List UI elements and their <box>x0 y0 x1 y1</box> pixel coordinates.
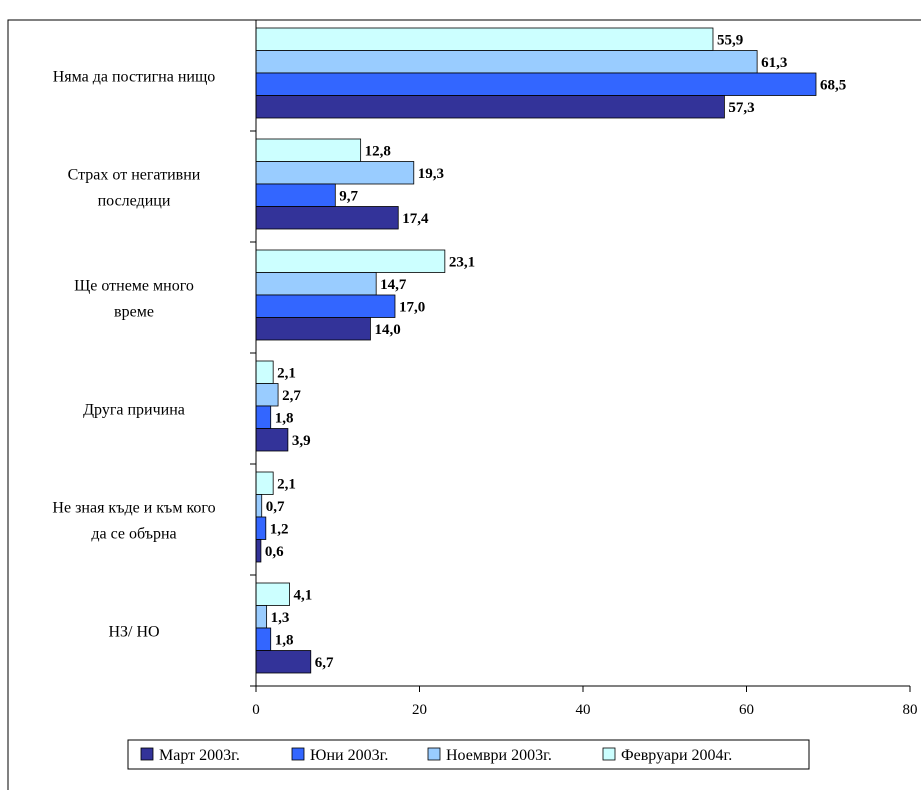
bar-2-series-3 <box>255 183 336 207</box>
bar-1-series-2 <box>255 50 758 74</box>
value-label: 17,4 <box>402 211 429 227</box>
bars-layer <box>255 27 817 674</box>
legend-swatch-4 <box>602 747 616 761</box>
legend-swatch-1 <box>140 747 154 761</box>
legend: Март 2003г. Юни 2003г. Ноември 2003г. Февру… <box>127 739 810 770</box>
value-labels-layer: 55,9 61,3 68,5 57,3 12,8 19,3 9,7 17,4 23,1 14,7 1… <box>265 32 846 671</box>
bar-4-series-1 <box>255 360 274 384</box>
axes-layer: 0 20 40 60 80 <box>250 19 918 718</box>
x-tick-label: 60 <box>739 702 754 718</box>
category-labels-layer: Няма да постигна нищо Страх от негативни п… <box>52 69 215 641</box>
x-tick-label: 0 <box>252 702 260 718</box>
value-label: 0,6 <box>265 544 284 560</box>
value-label: 2,1 <box>277 476 296 492</box>
value-label: 14,0 <box>374 322 400 338</box>
value-label: 2,1 <box>277 365 296 381</box>
legend-swatch-2 <box>291 747 305 761</box>
value-label: 9,7 <box>339 188 358 204</box>
bar-2-series-1 <box>255 138 362 162</box>
x-tick-label: 20 <box>412 702 427 718</box>
bar-1-series-1 <box>255 27 714 51</box>
legend-label-4: Февруари 2004г. <box>621 747 732 764</box>
bar-2-series-4 <box>255 206 399 230</box>
category-label: Не зная къде и към кого <box>52 500 215 517</box>
x-tick-label: 40 <box>576 702 591 718</box>
bar-1-series-3 <box>255 72 817 96</box>
bar-1-series-4 <box>255 95 725 119</box>
category-label: последици <box>98 193 171 210</box>
bar-3-series-2 <box>255 272 377 296</box>
category-label: да се обърна <box>91 526 176 543</box>
value-label: 57,3 <box>728 100 754 116</box>
category-label: Страх от негативни <box>68 167 201 184</box>
bar-2-series-2 <box>255 161 415 185</box>
value-label: 17,0 <box>399 299 425 315</box>
value-label: 19,3 <box>418 166 444 182</box>
value-label: 4,1 <box>294 587 313 603</box>
value-label: 14,7 <box>380 277 407 293</box>
x-tick-label: 80 <box>903 702 918 718</box>
category-label: НЗ/ НО <box>108 624 159 641</box>
value-label: 6,7 <box>315 655 334 671</box>
bar-6-series-1 <box>255 582 290 606</box>
value-label: 12,8 <box>365 143 391 159</box>
category-label: Ще отнеме много <box>74 278 194 295</box>
legend-label-2: Юни 2003г. <box>310 747 388 764</box>
bar-6-series-4 <box>255 650 312 674</box>
category-label: време <box>114 304 154 321</box>
value-label: 1,8 <box>275 632 294 648</box>
value-label: 1,2 <box>270 521 289 537</box>
legend-swatch-3 <box>427 747 441 761</box>
bar-5-series-2 <box>255 494 263 518</box>
bar-6-series-2 <box>255 605 268 629</box>
bar-3-series-3 <box>255 294 396 318</box>
bar-5-series-3 <box>255 516 267 540</box>
bar-4-series-3 <box>255 405 272 429</box>
bar-6-series-3 <box>255 627 272 651</box>
bar-3-series-1 <box>255 249 446 273</box>
value-label: 1,8 <box>275 410 294 426</box>
bar-5-series-1 <box>255 471 274 495</box>
bar-4-series-4 <box>255 428 289 452</box>
category-label: Няма да постигна нищо <box>53 69 216 86</box>
bar-3-series-4 <box>255 317 371 341</box>
value-label: 61,3 <box>761 55 787 71</box>
value-label: 1,3 <box>271 610 290 626</box>
bar-4-series-2 <box>255 383 279 407</box>
value-label: 55,9 <box>717 32 743 48</box>
legend-box <box>127 739 810 770</box>
value-label: 68,5 <box>820 77 846 93</box>
category-label: Друга причина <box>83 402 185 419</box>
value-label: 2,7 <box>282 388 301 404</box>
value-label: 23,1 <box>449 254 475 270</box>
legend-label-3: Ноември 2003г. <box>446 747 552 764</box>
value-label: 0,7 <box>266 499 285 515</box>
bar-5-series-4 <box>255 539 262 563</box>
chart-frame <box>7 19 921 790</box>
legend-label-1: Март 2003г. <box>159 747 240 764</box>
value-label: 3,9 <box>292 433 311 449</box>
